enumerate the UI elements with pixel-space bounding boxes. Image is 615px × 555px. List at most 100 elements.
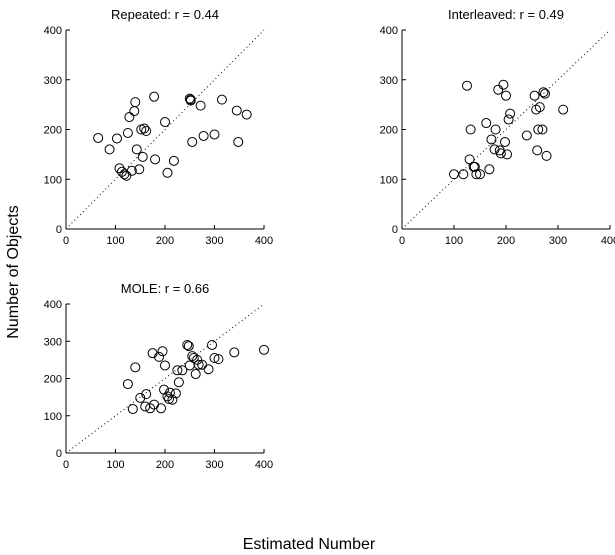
data-point (505, 108, 516, 119)
data-point (541, 150, 552, 161)
data-point (558, 104, 569, 115)
panel-mole: 0 100 200 300 400 0 100 200 300 400 MOLE: r = 0.66 (44, 281, 274, 471)
data-point (538, 87, 549, 98)
data-point (127, 404, 138, 415)
data-point (481, 118, 492, 129)
x-tick-label: 100 (106, 459, 124, 471)
data-point (209, 129, 220, 140)
y-tick-label: 100 (380, 174, 398, 186)
identity-line (65, 303, 265, 454)
y-tick-label: 0 (392, 224, 398, 236)
data-point (150, 154, 161, 165)
data-point (529, 90, 540, 101)
data-point (114, 163, 125, 174)
y-tick-label: 100 (44, 411, 62, 423)
data-point (173, 377, 184, 388)
data-point (458, 169, 469, 180)
data-point (129, 106, 140, 117)
data-point (213, 354, 224, 365)
data-point (462, 80, 472, 91)
x-tick-label: 400 (601, 235, 615, 247)
identity-line (401, 29, 611, 230)
data-point (162, 167, 173, 178)
data-point (154, 351, 165, 362)
y-tick-label: 200 (44, 374, 62, 386)
y-tick-label: 300 (380, 75, 398, 87)
data-point (170, 388, 181, 399)
data-point (93, 132, 104, 143)
data-point (465, 124, 476, 135)
data-point (141, 389, 152, 400)
data-point (475, 169, 485, 180)
data-point (216, 94, 227, 105)
panel-title: MOLE: r = 0.66 (121, 281, 210, 296)
data-point (137, 151, 148, 162)
data-point (209, 353, 220, 364)
data-point (532, 145, 543, 156)
data-point (168, 155, 179, 166)
y-axis-label: Number of Objects (5, 205, 22, 338)
data-point (540, 88, 550, 99)
data-point (139, 123, 150, 134)
data-point (187, 351, 198, 362)
data-point (501, 90, 511, 101)
y-tick-label: 200 (44, 125, 62, 137)
x-tick-label: 0 (399, 235, 405, 247)
identity-line (65, 29, 265, 230)
data-point (141, 125, 152, 136)
data-point (122, 379, 133, 390)
data-point (111, 133, 122, 144)
data-point (160, 117, 170, 128)
data-point (121, 170, 132, 181)
y-tick-label: 0 (56, 224, 62, 236)
data-point (229, 347, 240, 358)
data-point (184, 93, 195, 104)
data-point (521, 130, 532, 141)
data-point (493, 84, 504, 95)
x-tick-label: 400 (255, 459, 273, 471)
data-point (498, 79, 509, 90)
y-tick-label: 100 (44, 174, 62, 186)
x-tick-label: 400 (255, 235, 273, 247)
data-point (167, 394, 178, 405)
data-point (122, 127, 133, 138)
data-point (159, 384, 170, 395)
y-tick-label: 300 (44, 75, 62, 87)
x-tick-label: 100 (106, 235, 124, 247)
data-point (156, 403, 167, 414)
x-tick-label: 100 (445, 235, 463, 247)
x-tick-label: 300 (205, 235, 223, 247)
data-point (207, 339, 218, 350)
data-point (193, 359, 204, 370)
x-tick-label: 300 (205, 459, 223, 471)
panel-title: Repeated: r = 0.44 (111, 7, 219, 22)
data-point (449, 169, 459, 180)
y-tick-label: 400 (44, 25, 62, 37)
data-point (241, 109, 252, 120)
data-point (183, 341, 194, 352)
y-tick-label: 200 (380, 125, 398, 137)
y-tick-label: 400 (380, 25, 398, 37)
x-tick-label: 200 (156, 235, 174, 247)
data-point (163, 393, 174, 404)
data-point (471, 169, 482, 180)
data-point (135, 392, 146, 403)
data-point (190, 369, 201, 380)
y-tick-label: 300 (44, 336, 62, 348)
data-point (130, 97, 141, 108)
data-point (534, 102, 545, 113)
data-point (499, 136, 510, 147)
data-point (537, 124, 548, 135)
data-point (177, 365, 188, 376)
panel-repeated: 0 100 200 300 400 0 100 200 300 400 Repeated: r = … (44, 7, 274, 247)
data-point (172, 365, 183, 376)
data-point (490, 124, 501, 135)
data-point (182, 339, 193, 350)
data-point (502, 149, 513, 160)
data-point (124, 112, 135, 123)
data-point (203, 364, 214, 375)
data-point (495, 148, 506, 159)
data-point (259, 344, 269, 355)
data-point (140, 401, 151, 412)
data-point (126, 165, 137, 176)
